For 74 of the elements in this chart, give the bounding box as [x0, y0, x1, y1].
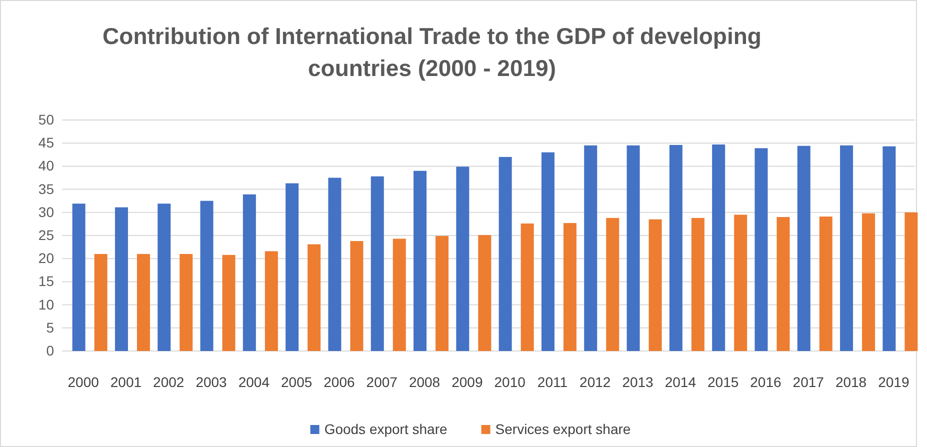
bar [114, 207, 128, 351]
x-tick-label: 2004 [238, 374, 270, 390]
x-tick-label: 2001 [110, 374, 142, 390]
bar [414, 170, 427, 351]
bar [94, 254, 108, 351]
y-tick-label: 20 [38, 250, 54, 266]
x-tick-label: 2017 [792, 374, 824, 390]
x-tick-label: 2016 [750, 374, 782, 390]
bar [158, 204, 171, 351]
x-tick-label: 2009 [452, 374, 483, 390]
bar [563, 223, 576, 351]
y-tick-label: 50 [38, 111, 54, 128]
bar [584, 145, 598, 351]
bar [734, 214, 748, 351]
x-tick-label: 2013 [622, 374, 654, 390]
bar [754, 148, 768, 351]
x-tick-label: 2010 [494, 374, 526, 390]
bar [222, 254, 236, 351]
chart-title: Contribution of International Trade to the GDP of developing countries (2000 - 2019) [102, 23, 762, 81]
bar [691, 218, 704, 351]
bar [797, 146, 810, 351]
bar [264, 251, 278, 351]
y-tick-label: 40 [38, 158, 54, 174]
x-tick-label: 2007 [366, 374, 398, 390]
bar [840, 145, 854, 351]
x-tick-label: 2008 [408, 374, 440, 390]
bar [180, 254, 193, 351]
bar [478, 235, 492, 351]
bar [669, 144, 682, 351]
bar [436, 236, 449, 351]
bar [498, 156, 512, 351]
x-tick-label: 2019 [878, 374, 910, 390]
bar [242, 194, 256, 351]
x-tick-label: 2000 [68, 374, 100, 390]
bar [200, 200, 214, 351]
y-tick-label: 35 [38, 180, 54, 197]
y-tick-label: 45 [38, 134, 54, 151]
legend-label: Services export share [495, 421, 631, 437]
bar [648, 219, 662, 351]
bar [136, 254, 150, 351]
x-tick-label: 2018 [835, 374, 867, 390]
y-tick-label: 30 [38, 204, 54, 220]
bar [370, 176, 384, 351]
x-tick-label: 2011 [537, 374, 568, 390]
bar [882, 146, 896, 351]
bar [308, 244, 321, 351]
x-tick-label: 2005 [280, 374, 312, 390]
bar [541, 152, 554, 351]
bar [776, 217, 790, 351]
x-tick-label: 2003 [196, 374, 228, 390]
bar [286, 183, 299, 351]
x-tick-label: 2002 [153, 374, 184, 390]
y-tick-label: 5 [46, 319, 54, 336]
bar [392, 238, 406, 351]
bar [456, 166, 470, 351]
bar [606, 218, 620, 351]
y-tick-label: 25 [38, 226, 54, 243]
bar [520, 223, 534, 351]
y-tick-label: 15 [38, 273, 54, 290]
bar [819, 216, 832, 351]
x-tick-label: 2006 [324, 374, 356, 390]
bar [350, 241, 364, 351]
bar [712, 144, 726, 351]
bar [862, 213, 876, 351]
y-tick-label: 10 [38, 296, 54, 312]
legend-label: Goods export share [324, 421, 448, 437]
x-tick-label: 2015 [707, 374, 739, 390]
bar [626, 145, 640, 351]
bar [72, 204, 86, 351]
bar [904, 212, 918, 351]
x-tick-label: 2014 [664, 374, 696, 390]
bar [328, 178, 342, 351]
y-tick-label: 0 [46, 342, 54, 358]
x-tick-label: 2012 [580, 374, 611, 390]
